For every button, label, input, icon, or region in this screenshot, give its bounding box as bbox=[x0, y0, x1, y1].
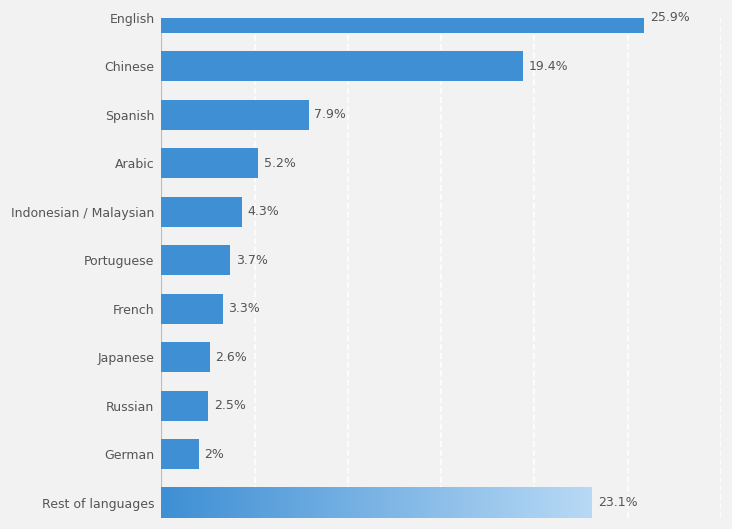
Bar bbox=[162, 391, 208, 421]
Bar bbox=[162, 245, 231, 275]
Text: 2%: 2% bbox=[204, 448, 224, 461]
Text: 2.5%: 2.5% bbox=[214, 399, 245, 412]
Bar bbox=[162, 148, 258, 178]
Text: 7.9%: 7.9% bbox=[314, 108, 346, 121]
Bar bbox=[162, 294, 223, 324]
Text: 5.2%: 5.2% bbox=[264, 157, 296, 170]
Text: 25.9%: 25.9% bbox=[650, 11, 690, 24]
Bar bbox=[162, 99, 309, 130]
Bar bbox=[162, 342, 210, 372]
Text: 3.7%: 3.7% bbox=[236, 254, 268, 267]
Text: 3.3%: 3.3% bbox=[228, 302, 261, 315]
Bar bbox=[162, 439, 198, 469]
Text: 19.4%: 19.4% bbox=[529, 60, 569, 72]
Text: 23.1%: 23.1% bbox=[598, 496, 638, 509]
Bar bbox=[162, 51, 523, 81]
Text: 4.3%: 4.3% bbox=[247, 205, 279, 218]
Bar bbox=[162, 197, 242, 227]
Bar bbox=[162, 3, 644, 33]
Text: 2.6%: 2.6% bbox=[215, 351, 247, 364]
